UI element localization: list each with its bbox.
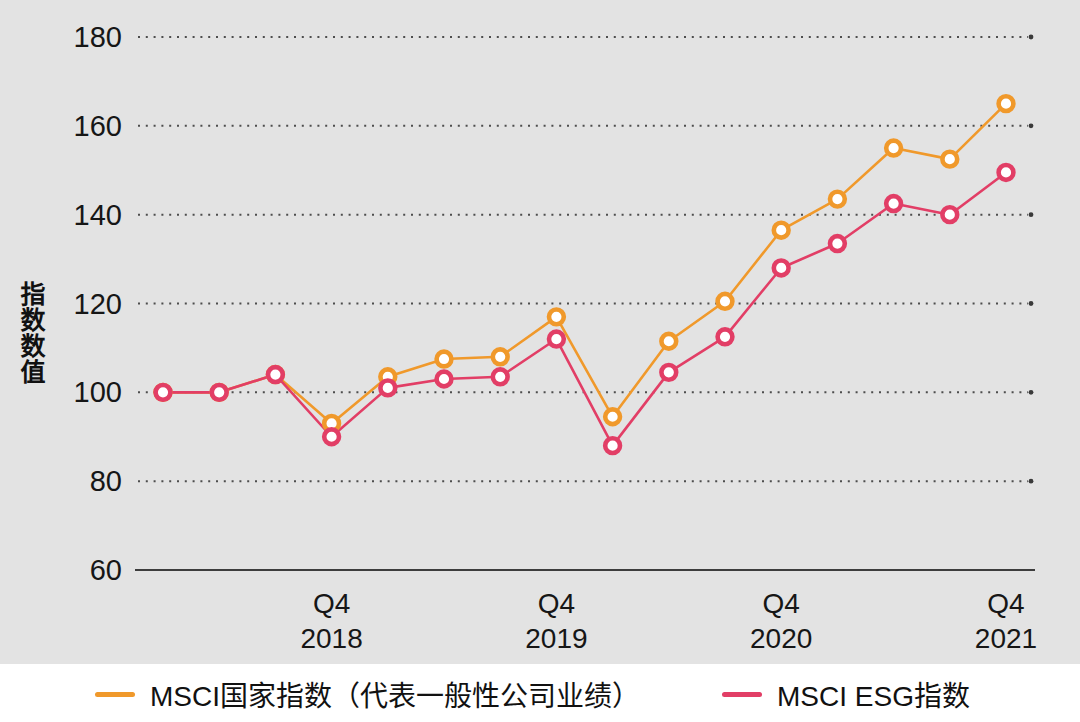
gridline-end-dot-80 [1029,479,1034,484]
legend-swatch-esg-index-icon [722,692,762,697]
series-0-marker-5 [437,352,452,367]
series-1-marker-14 [942,207,957,222]
series-1-marker-11 [774,261,789,276]
series-0-marker-7 [549,309,564,324]
y-tick-label-100: 100 [74,376,122,408]
series-1-marker-13 [886,196,901,211]
x-tick-quarter-2018: Q4 [313,588,350,619]
series-0-marker-13 [886,141,901,156]
series-1-marker-9 [661,365,676,380]
series-0-marker-6 [493,349,508,364]
legend-item-country-index: MSCI国家指数（代表一般性公司业绩） [95,674,640,714]
series-line-1 [163,172,1006,445]
legend-item-esg-index: MSCI ESG指数 [722,674,970,714]
x-tick-quarter-2019: Q4 [538,588,575,619]
chart-panel: 180 160 140 120 100 80 60 Q4 2018 Q4 2019 Q4 2020 Q4 2… [0,0,1080,664]
series-1-marker-3 [324,429,339,444]
y-tick-label-120: 120 [74,288,122,320]
x-tick-year-2018: 2018 [300,623,362,654]
x-tick-quarter-2021: Q4 [987,588,1024,619]
series-1-marker-6 [493,369,508,384]
y-axis-title: 指数数值 [18,281,43,385]
series-0-marker-14 [942,152,957,167]
series-1-marker-10 [718,329,733,344]
series-1-marker-8 [605,438,620,453]
y-tick-label-160: 160 [74,110,122,142]
gridline-end-dot-160 [1029,123,1034,128]
series-0-marker-8 [605,409,620,424]
series-1-marker-0 [156,385,171,400]
y-tick-label-60: 60 [90,554,122,586]
x-tick-quarter-2020: Q4 [763,588,800,619]
series-0-marker-10 [718,294,733,309]
series-1-marker-5 [437,372,452,387]
legend-label-country-index: MSCI国家指数（代表一般性公司业绩） [150,674,640,714]
chart-svg: 180 160 140 120 100 80 60 Q4 2018 Q4 2019 Q4 2020 Q4 2… [0,0,1080,664]
gridline-end-dot-100 [1029,390,1034,395]
x-tick-year-2020: 2020 [750,623,812,654]
series-1-marker-7 [549,332,564,347]
series-1-marker-12 [830,236,845,251]
legend-swatch-country-index-icon [95,692,135,697]
series-0-marker-11 [774,223,789,238]
x-tick-year-2019: 2019 [525,623,587,654]
x-tick-year-2021: 2021 [975,623,1037,654]
gridline-end-dot-120 [1029,301,1034,306]
series-1-marker-2 [268,367,283,382]
series-0-marker-9 [661,334,676,349]
gridline-end-dot-140 [1029,212,1034,217]
legend: MSCI国家指数（代表一般性公司业绩） MSCI ESG指数 [0,664,1080,722]
y-tick-label-180: 180 [74,21,122,53]
gridline-end-dot-180 [1029,35,1034,40]
legend-label-esg-index: MSCI ESG指数 [777,674,970,714]
series-1-marker-4 [380,380,395,395]
y-tick-label-80: 80 [90,465,122,497]
series-1-marker-15 [999,165,1014,180]
series-0-marker-15 [999,96,1014,111]
series-line-0 [163,104,1006,424]
series-1-marker-1 [212,385,227,400]
y-tick-label-140: 140 [74,199,122,231]
series-0-marker-12 [830,192,845,207]
